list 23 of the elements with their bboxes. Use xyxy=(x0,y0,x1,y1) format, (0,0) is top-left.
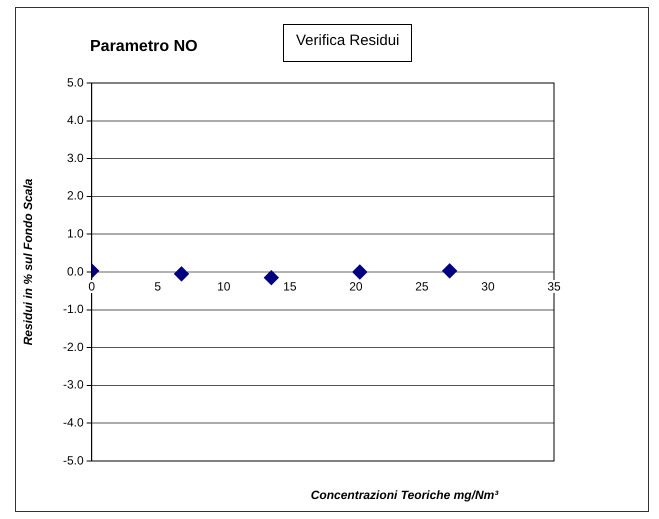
y-tick-label: -2.0 xyxy=(62,340,84,354)
chart-title: Parametro NO xyxy=(90,38,198,56)
y-tick-label: -5.0 xyxy=(62,453,84,468)
x-tick-label: 30 xyxy=(481,279,495,294)
chart-subtitle: Verifica Residui xyxy=(283,24,412,62)
y-tick-label: 4.0 xyxy=(66,113,84,128)
y-tick-label: 3.0 xyxy=(66,150,84,165)
x-tick-label: 0 xyxy=(88,279,96,294)
y-tick-label: 1.0 xyxy=(66,226,84,241)
y-tick-label: 0.0 xyxy=(66,264,84,278)
x-tick-label: 10 xyxy=(217,279,231,294)
y-tick-label: -1.0 xyxy=(62,302,84,316)
x-tick-label: 20 xyxy=(349,279,363,294)
x-axis-title: Concentrazioni Teoriche mg/Nm³ xyxy=(310,488,500,502)
y-axis-title: Residui in % sul Fondo Scala xyxy=(21,178,35,348)
y-tick-label: -3.0 xyxy=(62,378,84,392)
y-tick-label: -4.0 xyxy=(62,416,84,430)
y-tick-label: 2.0 xyxy=(66,188,84,203)
x-tick-label: 5 xyxy=(154,279,162,294)
x-tick-label: 25 xyxy=(415,279,429,294)
x-tick-label: 35 xyxy=(547,279,561,294)
y-tick-label: 5.0 xyxy=(66,75,84,90)
x-tick-label: 15 xyxy=(283,279,297,294)
